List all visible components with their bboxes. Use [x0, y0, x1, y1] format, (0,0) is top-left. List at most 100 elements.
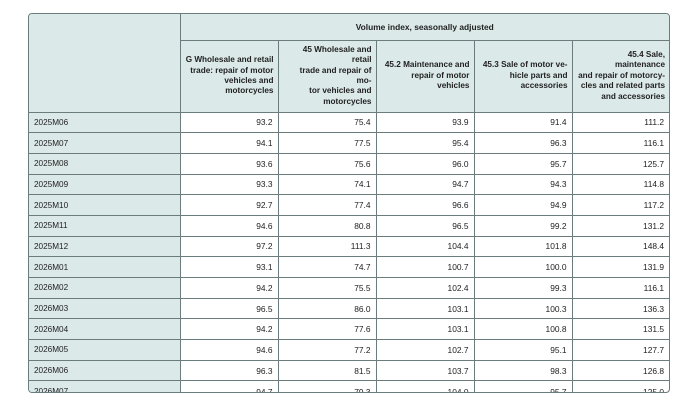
table-cell-value: 103.7 — [375, 359, 475, 382]
column-header-line: repair of motor vehicles — [411, 70, 470, 91]
table-cell-value: 94.7 — [179, 380, 279, 392]
table-cell-value: 91.4 — [473, 111, 573, 134]
table-cell-value: 114.8 — [571, 173, 669, 196]
column-header-line: and accessories — [601, 91, 666, 101]
corner-cell — [29, 14, 181, 113]
row-time-label: 2025M07 — [29, 132, 181, 154]
table-cell-value: 95.7 — [473, 152, 573, 175]
column-header-line: 45 Wholesale and retail — [302, 44, 372, 65]
table-cell-value: 93.9 — [375, 111, 475, 134]
table-cell-value: 101.8 — [473, 235, 573, 258]
column-header-line: trade and repair of mo- — [299, 65, 372, 85]
table-cell-value: 131.2 — [571, 214, 669, 237]
table-cell-value: 75.5 — [277, 277, 377, 299]
column-header-line: accessories — [520, 81, 568, 91]
column-header-line: 45.2 Maintenance and — [384, 60, 470, 70]
row-time-label: 2026M06 — [29, 359, 181, 382]
table-cell-value: 93.1 — [179, 256, 279, 278]
table-cell-value: 74.7 — [277, 256, 377, 278]
column-header-line: vehicles and — [224, 76, 274, 85]
volume-index-table: Volume index, seasonally adjusted G Whol… — [29, 14, 669, 392]
column-header-4: 45.3 Sale of motor ve-hicle parts and acc… — [473, 39, 573, 113]
row-time-label: 2026M03 — [29, 297, 181, 320]
table-cell-value: 100.0 — [473, 256, 573, 278]
table-cell-value: 77.5 — [277, 132, 377, 154]
table-cell-value: 94.1 — [179, 132, 279, 154]
table-cell-value: 96.5 — [375, 214, 475, 237]
table-cell-value: 74.1 — [277, 173, 377, 196]
table-cell-value: 100.7 — [375, 256, 475, 278]
table-cell-value: 100.8 — [473, 318, 573, 341]
table-row: 2025M11 94.6 80.8 96.5 99.2 131.2 — [29, 214, 669, 237]
table-cell-value: 86.0 — [277, 297, 377, 320]
group-header: Volume index, seasonally adjusted — [179, 14, 669, 41]
table-row: 2026M05 94.6 77.2 102.7 95.1 127.7 — [29, 339, 669, 361]
table-cell-value: 104.4 — [375, 235, 475, 258]
column-header-line: hicle parts and — [509, 70, 568, 80]
row-time-label: 2026M05 — [29, 339, 181, 361]
table-cell-value: 117.2 — [571, 194, 669, 216]
table-cell-value: 96.5 — [179, 297, 279, 320]
data-table-container: Volume index, seasonally adjusted G Whol… — [28, 13, 670, 393]
table-row: 2026M06 96.3 81.5 103.7 98.3 126.8 — [29, 359, 669, 382]
column-header-line: motorcycles — [225, 86, 274, 96]
table-cell-value: 148.4 — [571, 235, 669, 258]
row-time-label: 2026M04 — [29, 318, 181, 341]
column-header-line: 45.4 Sale, maintenance — [614, 49, 666, 70]
column-header-line: trade: repair of motor — [190, 65, 274, 75]
table-row: 2026M03 96.5 86.0 103.1 100.3 136.3 — [29, 297, 669, 320]
table-row: 2025M07 94.1 77.5 95.4 96.3 116.1 — [29, 132, 669, 154]
table-row: 2026M04 94.2 77.6 103.1 100.8 131.5 — [29, 318, 669, 341]
column-header-line: and repair of motorcy- — [578, 70, 666, 80]
table-cell-value: 93.3 — [179, 173, 279, 196]
table-cell-value: 96.3 — [179, 359, 279, 382]
column-header-1: G Wholesale and retail trade: repair of m… — [180, 39, 279, 113]
row-time-label: 2025M08 — [29, 152, 181, 175]
table-row: 2026M07 94.7 79.3 104.0 95.7 125.0 — [29, 380, 669, 392]
table-cell-value: 104.0 — [375, 380, 475, 392]
column-header-2: 45 Wholesale and retail trade and repair … — [277, 39, 377, 113]
table-cell-value: 116.1 — [571, 132, 669, 154]
table-cell-value: 103.1 — [375, 318, 475, 341]
table-cell-value: 99.2 — [473, 214, 573, 237]
table-cell-value: 99.3 — [473, 277, 573, 299]
table-cell-value: 94.6 — [179, 214, 279, 237]
column-header-line: tor vehicles and — [309, 86, 372, 96]
column-header-line: G Wholesale and retail — [185, 55, 274, 65]
table-cell-value: 102.4 — [375, 277, 475, 299]
table-cell-value: 94.9 — [473, 194, 573, 216]
table-cell-value: 79.3 — [277, 380, 377, 392]
table-cell-value: 131.9 — [571, 256, 669, 278]
table-cell-value: 96.3 — [473, 132, 573, 154]
row-time-label: 2025M06 — [29, 111, 181, 134]
table-cell-value: 96.6 — [375, 194, 475, 216]
column-header-line: 45.3 Sale of motor ve- — [482, 60, 568, 70]
table-row: 2025M06 93.2 75.4 93.9 91.4 111.2 — [29, 111, 669, 134]
table-cell-value: 125.7 — [571, 152, 669, 175]
table-header: Volume index, seasonally adjusted G Whol… — [29, 14, 669, 113]
row-time-label: 2026M07 — [29, 380, 181, 392]
row-time-label: 2025M12 — [29, 235, 181, 258]
table-cell-value: 77.2 — [277, 339, 377, 361]
group-header-row: Volume index, seasonally adjusted — [29, 14, 669, 113]
table-row: 2026M01 93.1 74.7 100.7 100.0 131.9 — [29, 256, 669, 278]
table-row: 2025M08 93.6 75.6 96.0 95.7 125.7 — [29, 152, 669, 175]
table-cell-value: 126.8 — [571, 359, 669, 382]
row-time-label: 2026M01 — [29, 256, 181, 278]
table-row: 2025M09 93.3 74.1 94.7 94.3 114.8 — [29, 173, 669, 196]
table-cell-value: 94.6 — [179, 339, 279, 361]
table-cell-value: 75.6 — [277, 152, 377, 175]
table-cell-value: 103.1 — [375, 297, 475, 320]
table-body: 2025M06 93.2 75.4 93.9 91.4 111.2 2025M07 94.1 7… — [29, 111, 669, 392]
table-cell-value: 77.4 — [277, 194, 377, 216]
table-cell-value: 94.2 — [179, 318, 279, 341]
row-time-label: 2025M09 — [29, 173, 181, 196]
column-header-3: 45.2 Maintenance and repair of motor vehi… — [375, 39, 475, 113]
table-cell-value: 75.4 — [277, 111, 377, 134]
table-cell-value: 81.5 — [277, 359, 377, 382]
row-time-label: 2026M02 — [29, 277, 181, 299]
table-cell-value: 93.2 — [179, 111, 279, 134]
table-row: 2025M10 92.7 77.4 96.6 94.9 117.2 — [29, 194, 669, 216]
table-cell-value: 127.7 — [571, 339, 669, 361]
table-cell-value: 80.8 — [277, 214, 377, 237]
